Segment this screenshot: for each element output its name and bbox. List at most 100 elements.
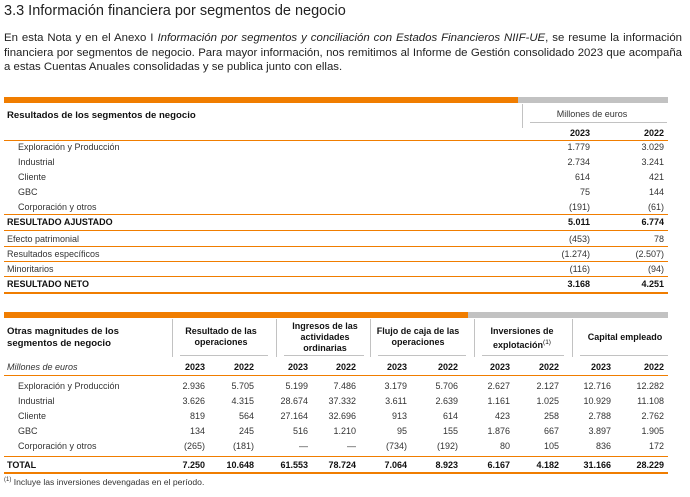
column-divider <box>276 319 277 357</box>
table-cell: 3.179 <box>384 381 407 391</box>
table-cell: (265) <box>183 441 205 451</box>
table-top-bar-grey <box>468 312 668 318</box>
total-cell: 7.250 <box>182 460 205 470</box>
row-label: Industrial <box>18 396 55 406</box>
total-cell: 8.923 <box>435 460 458 470</box>
table-cell: 1.161 <box>487 396 510 406</box>
table-cell: 11.108 <box>637 396 664 406</box>
group-underline <box>378 355 466 356</box>
table-cell: 819 <box>189 411 205 421</box>
table2-rule-total <box>4 456 668 457</box>
table-cell: 667 <box>543 426 559 436</box>
table-cell: 3.897 <box>588 426 611 436</box>
row-label: Corporación y otros <box>18 202 97 212</box>
group-underline <box>284 355 364 356</box>
table-cell: 2.127 <box>536 381 559 391</box>
year-cell: 2022 <box>437 362 458 372</box>
row-label: Industrial <box>18 157 55 167</box>
table-cell: 3.626 <box>182 396 205 406</box>
row-label: Minoritarios <box>7 264 54 274</box>
table-cell: 1.210 <box>333 426 356 436</box>
row-label: Exploración y Producción <box>18 381 120 391</box>
intro-annex-title: Información por segmentos y conciliación… <box>157 32 546 44</box>
table-cell: 28.674 <box>280 396 308 406</box>
table1-rule-after-adjusted <box>4 230 668 231</box>
row-rule <box>4 246 668 247</box>
table-cell: — <box>347 441 356 451</box>
group-underline <box>180 355 268 356</box>
year-cell: 2023 <box>184 362 205 372</box>
table-top-bar-orange <box>4 97 518 103</box>
table-top-bar-orange <box>4 312 468 318</box>
table1-bottom-rule <box>4 292 668 294</box>
total-cell: 10.648 <box>226 460 254 470</box>
total-cell: 61.553 <box>280 460 308 470</box>
table-cell: 27.164 <box>280 411 308 421</box>
table-cell: 516 <box>292 426 308 436</box>
footnote: (1) Incluye las inversiones devengadas e… <box>4 477 204 487</box>
table-cell: 7.486 <box>333 381 356 391</box>
cell-2023: 3.168 <box>567 279 590 289</box>
group-revenue: Ingresos de las actividades ordinarias <box>292 321 358 353</box>
row-label: Corporación y otros <box>18 441 97 451</box>
row-label: RESULTADO NETO <box>7 279 90 289</box>
total-cell: 6.167 <box>487 460 510 470</box>
table1-units-underline <box>530 122 667 123</box>
cell-2023: 614 <box>574 172 590 182</box>
table-cell: 2.762 <box>641 411 664 421</box>
table-cell: 1.876 <box>487 426 510 436</box>
year-cell: 2022 <box>233 362 254 372</box>
table-cell: 12.282 <box>636 381 664 391</box>
year-cell: 2023 <box>590 362 611 372</box>
section-title: 3.3 Información financiera por segmentos… <box>4 3 346 19</box>
table2-header: Otras magnitudes de los segmentos de neg… <box>7 326 119 349</box>
table-cell: 3.611 <box>385 396 407 406</box>
table1-header-rule <box>4 140 668 141</box>
table-cell: 5.705 <box>231 381 254 391</box>
table1-units: Millones de euros <box>556 109 628 119</box>
cell-2022: 78 <box>653 234 664 244</box>
table-cell: (734) <box>385 441 407 451</box>
row-label: GBC <box>18 187 38 197</box>
table-cell: 134 <box>189 426 205 436</box>
table1-header: Resultados de los segmentos de negocio <box>7 110 196 121</box>
table-cell: 12.716 <box>583 381 611 391</box>
cell-2022: 144 <box>648 187 664 197</box>
table2-bottom-rule <box>4 472 668 474</box>
table-cell: 37.332 <box>328 396 356 406</box>
cell-2023: (191) <box>568 202 590 212</box>
table2-units: Millones de euros <box>7 362 78 372</box>
cell-2023: (1.274) <box>561 249 590 259</box>
footnote-mark: (1) <box>4 477 12 484</box>
group-capital-employed: Capital empleado <box>587 332 663 342</box>
year-cell: 2022 <box>643 362 664 372</box>
cell-2023: 2.734 <box>567 157 590 167</box>
cell-2022: (2.507) <box>635 249 664 259</box>
group-underline <box>580 355 668 356</box>
row-label: RESULTADO AJUSTADO <box>7 217 113 227</box>
total-cell: 78.724 <box>328 460 356 470</box>
table-cell: 258 <box>543 411 559 421</box>
table-cell: 32.696 <box>328 411 356 421</box>
table-cell: 836 <box>595 441 611 451</box>
row-label: TOTAL <box>7 460 37 470</box>
footnote-mark: (1) <box>543 339 551 346</box>
table1-year-2023: 2023 <box>569 128 590 138</box>
column-divider <box>172 319 173 357</box>
column-divider <box>474 319 475 357</box>
total-cell: 7.064 <box>384 460 407 470</box>
footnote-text: Incluye las inversiones devengadas en el… <box>11 477 205 487</box>
row-label: Cliente <box>18 411 47 421</box>
year-cell: 2022 <box>538 362 559 372</box>
table1-rule-adjusted <box>4 214 668 215</box>
table-cell: 172 <box>648 441 664 451</box>
intro-paragraph: En esta Nota y en el Anexo I Información… <box>4 31 682 75</box>
table-cell: 5.706 <box>435 381 458 391</box>
table1-year-2022: 2022 <box>643 128 664 138</box>
table-top-bar-grey <box>518 97 668 103</box>
group-operating-result: Resultado de las operaciones <box>185 326 257 347</box>
row-label: Cliente <box>18 172 47 182</box>
row-label: Resultados específicos <box>7 249 100 259</box>
table-cell: 564 <box>238 411 254 421</box>
table-cell: 95 <box>396 426 407 436</box>
